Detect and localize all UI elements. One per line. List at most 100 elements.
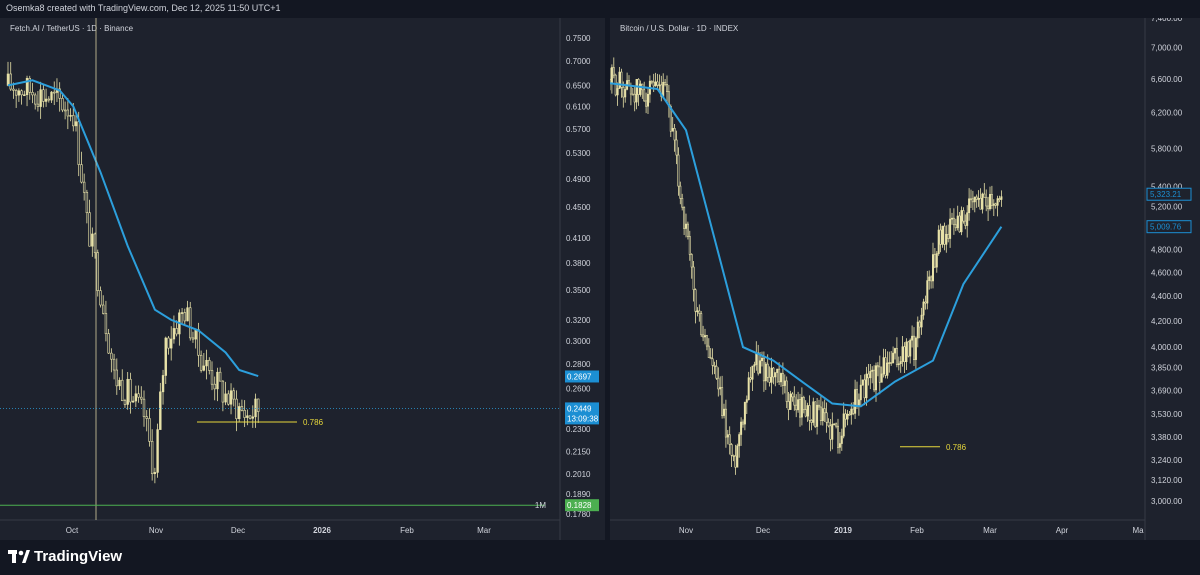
candle-body bbox=[869, 371, 872, 379]
candle-body bbox=[610, 67, 613, 84]
candle-body bbox=[949, 218, 952, 239]
candle-body bbox=[17, 90, 21, 96]
time-tick-label: 2026 bbox=[313, 526, 331, 535]
candle-body bbox=[956, 215, 959, 229]
candle-body bbox=[821, 408, 824, 421]
tradingview-logo-icon bbox=[8, 549, 30, 563]
price-tick-label: 0.1780 bbox=[566, 510, 591, 519]
last-price-tag bbox=[565, 402, 599, 425]
candle-body bbox=[804, 409, 807, 417]
candle-body bbox=[622, 87, 625, 98]
candle-body bbox=[110, 352, 113, 360]
moving-average-line bbox=[610, 82, 1003, 408]
time-tick-label: Mar bbox=[983, 526, 997, 535]
candle-body bbox=[892, 352, 895, 364]
candle-body bbox=[873, 369, 876, 391]
candle-body bbox=[665, 84, 668, 92]
candle-body bbox=[681, 198, 684, 208]
candle-body bbox=[761, 357, 764, 362]
candle-body bbox=[977, 197, 980, 200]
candle-body bbox=[698, 310, 701, 314]
candle-body bbox=[96, 252, 99, 291]
candle-body bbox=[856, 389, 859, 407]
fib-level-label: 0.786 bbox=[303, 418, 324, 427]
candle-body bbox=[69, 115, 72, 117]
candle-body bbox=[652, 81, 655, 87]
candle-body bbox=[238, 406, 241, 420]
candle-body bbox=[920, 314, 923, 328]
candle-body bbox=[985, 197, 988, 207]
chart-svg-fet[interactable]: Fetch.AI / TetherUS · 1D · Binance 0.7500… bbox=[0, 18, 605, 540]
candle-body bbox=[865, 373, 868, 399]
candle-body bbox=[677, 154, 680, 187]
candle-body bbox=[102, 304, 105, 314]
candle-body bbox=[629, 85, 632, 95]
level-price-tag-text: 0.1828 bbox=[567, 501, 592, 510]
attribution-text: Osemka8 created with TradingView.com, De… bbox=[6, 3, 281, 13]
candle-body bbox=[937, 229, 940, 254]
candle-body bbox=[884, 357, 887, 376]
candle-body bbox=[903, 346, 906, 363]
candle-body bbox=[44, 98, 48, 102]
candle-body bbox=[743, 402, 746, 425]
tradingview-logo[interactable]: TradingView bbox=[8, 548, 122, 565]
footer: TradingView bbox=[0, 540, 1200, 575]
candle-body bbox=[142, 398, 146, 417]
candle-body bbox=[9, 73, 12, 90]
candle-body bbox=[705, 335, 708, 347]
candle-body bbox=[148, 418, 151, 442]
candle-body bbox=[126, 378, 129, 405]
candle-body bbox=[50, 91, 53, 101]
candle-body bbox=[709, 357, 712, 360]
candle-body bbox=[14, 90, 18, 96]
candle-body bbox=[831, 424, 834, 440]
fib-level-label: 0.786 bbox=[946, 443, 967, 452]
candle-body bbox=[167, 337, 170, 349]
candle-body bbox=[235, 398, 238, 420]
price-tick-label: 4,000.00 bbox=[1151, 343, 1183, 352]
candle-body bbox=[63, 109, 67, 112]
candle-body bbox=[251, 416, 254, 419]
candle-body bbox=[886, 362, 889, 376]
pane-separator[interactable] bbox=[605, 18, 610, 540]
candle-body bbox=[895, 348, 898, 365]
monthly-level-label: 1M bbox=[535, 501, 546, 510]
candle-body bbox=[150, 441, 154, 475]
candle-body bbox=[620, 71, 623, 88]
candle-body bbox=[685, 223, 688, 229]
candle-body bbox=[806, 405, 809, 417]
candle-body bbox=[633, 93, 636, 103]
candle-body bbox=[848, 413, 851, 416]
candle-body bbox=[164, 337, 167, 376]
candle-body bbox=[914, 337, 917, 360]
candle-body bbox=[243, 410, 246, 418]
candle-body bbox=[994, 203, 997, 206]
candle-body bbox=[686, 223, 689, 237]
price-tick-label: 0.3500 bbox=[566, 286, 591, 295]
chart-pane-fet[interactable]: Fetch.AI / TetherUS · 1D · Binance 0.7500… bbox=[0, 18, 605, 540]
candle-body bbox=[871, 369, 874, 372]
candle-body bbox=[61, 98, 64, 111]
candle-body bbox=[935, 253, 938, 268]
candle-body bbox=[975, 196, 978, 200]
candle-body bbox=[950, 217, 953, 220]
candle-body bbox=[943, 225, 946, 245]
candle-body bbox=[58, 88, 61, 99]
candle-body bbox=[789, 393, 792, 410]
candle-body bbox=[840, 435, 843, 444]
chart-pane-btc[interactable]: Bitcoin / U.S. Dollar · 1D · INDEX 7,400.… bbox=[610, 18, 1200, 540]
candle-body bbox=[835, 423, 838, 427]
candle-body bbox=[240, 406, 244, 411]
candle-body bbox=[751, 365, 754, 380]
candle-body bbox=[837, 425, 840, 448]
candle-body bbox=[916, 321, 919, 339]
candle-body bbox=[827, 421, 830, 427]
candle-body bbox=[838, 443, 841, 448]
candle-body bbox=[72, 115, 75, 127]
candle-body bbox=[810, 419, 813, 423]
chart-svg-btc[interactable]: Bitcoin / U.S. Dollar · 1D · INDEX 7,400.… bbox=[610, 18, 1200, 540]
candle-body bbox=[186, 307, 189, 322]
price-tick-label: 6,200.00 bbox=[1151, 109, 1183, 118]
candle-body bbox=[768, 376, 771, 383]
candle-body bbox=[778, 368, 781, 383]
